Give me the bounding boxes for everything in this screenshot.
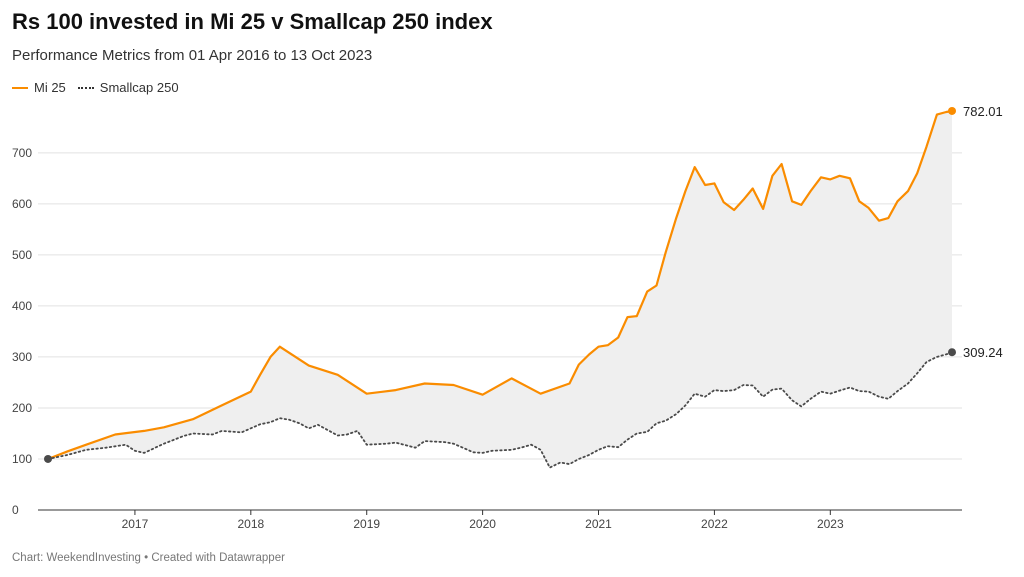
y-tick-label-0: 0	[12, 503, 19, 517]
shaded-area	[48, 111, 952, 468]
x-tick-label-2021: 2021	[585, 517, 612, 531]
y-tick-label-200: 200	[12, 401, 32, 415]
legend-item-smallcap: Smallcap 250	[77, 80, 179, 95]
end-point-marker-mi25	[948, 106, 956, 115]
series-line-mi25	[46, 109, 954, 461]
end-value-label-smallcap: 309.24	[963, 345, 1003, 360]
y-tick-label-400: 400	[12, 299, 32, 313]
end-markers: 782.01 309.24	[44, 104, 1003, 463]
x-tick-label-2023: 2023	[817, 517, 844, 531]
chart-subtitle: Performance Metrics from 01 Apr 2016 to …	[12, 47, 373, 64]
y-tick-label-500: 500	[12, 248, 32, 262]
legend-swatch-mi25	[12, 86, 28, 89]
chart-title: Rs 100 invested in Mi 25 v Smallcap 250 …	[12, 9, 493, 34]
x-tick-label-2018: 2018	[237, 517, 264, 531]
end-value-label-mi25: 782.01	[963, 104, 1003, 119]
area-between-series	[48, 111, 952, 468]
x-tick-label-2019: 2019	[353, 517, 380, 531]
legend-label-smallcap: Smallcap 250	[99, 80, 179, 95]
y-axis: 0 100 200 300 400 500 600 700	[12, 146, 32, 517]
legend-item-mi25: Mi 25	[12, 80, 66, 95]
y-tick-label-700: 700	[12, 146, 32, 160]
y-tick-label-300: 300	[12, 350, 32, 364]
legend-label-mi25: Mi 25	[34, 80, 66, 95]
start-point-marker	[44, 454, 52, 463]
chart-legend: Mi 25 Smallcap 250	[12, 80, 191, 95]
x-tick-label-2022: 2022	[701, 517, 728, 531]
y-tick-label-100: 100	[12, 452, 32, 466]
legend-swatch-smallcap	[77, 86, 94, 89]
y-tick-label-600: 600	[12, 197, 32, 211]
x-tick-label-2020: 2020	[469, 517, 496, 531]
x-tick-label-2017: 2017	[122, 517, 149, 531]
end-point-marker-smallcap	[948, 348, 956, 357]
x-axis: 2017 2018 2019 2020 2021 2022 2023	[122, 510, 844, 531]
series-lines	[46, 109, 954, 469]
chart-footer: Chart: WeekendInvesting • Created with D…	[12, 552, 285, 564]
